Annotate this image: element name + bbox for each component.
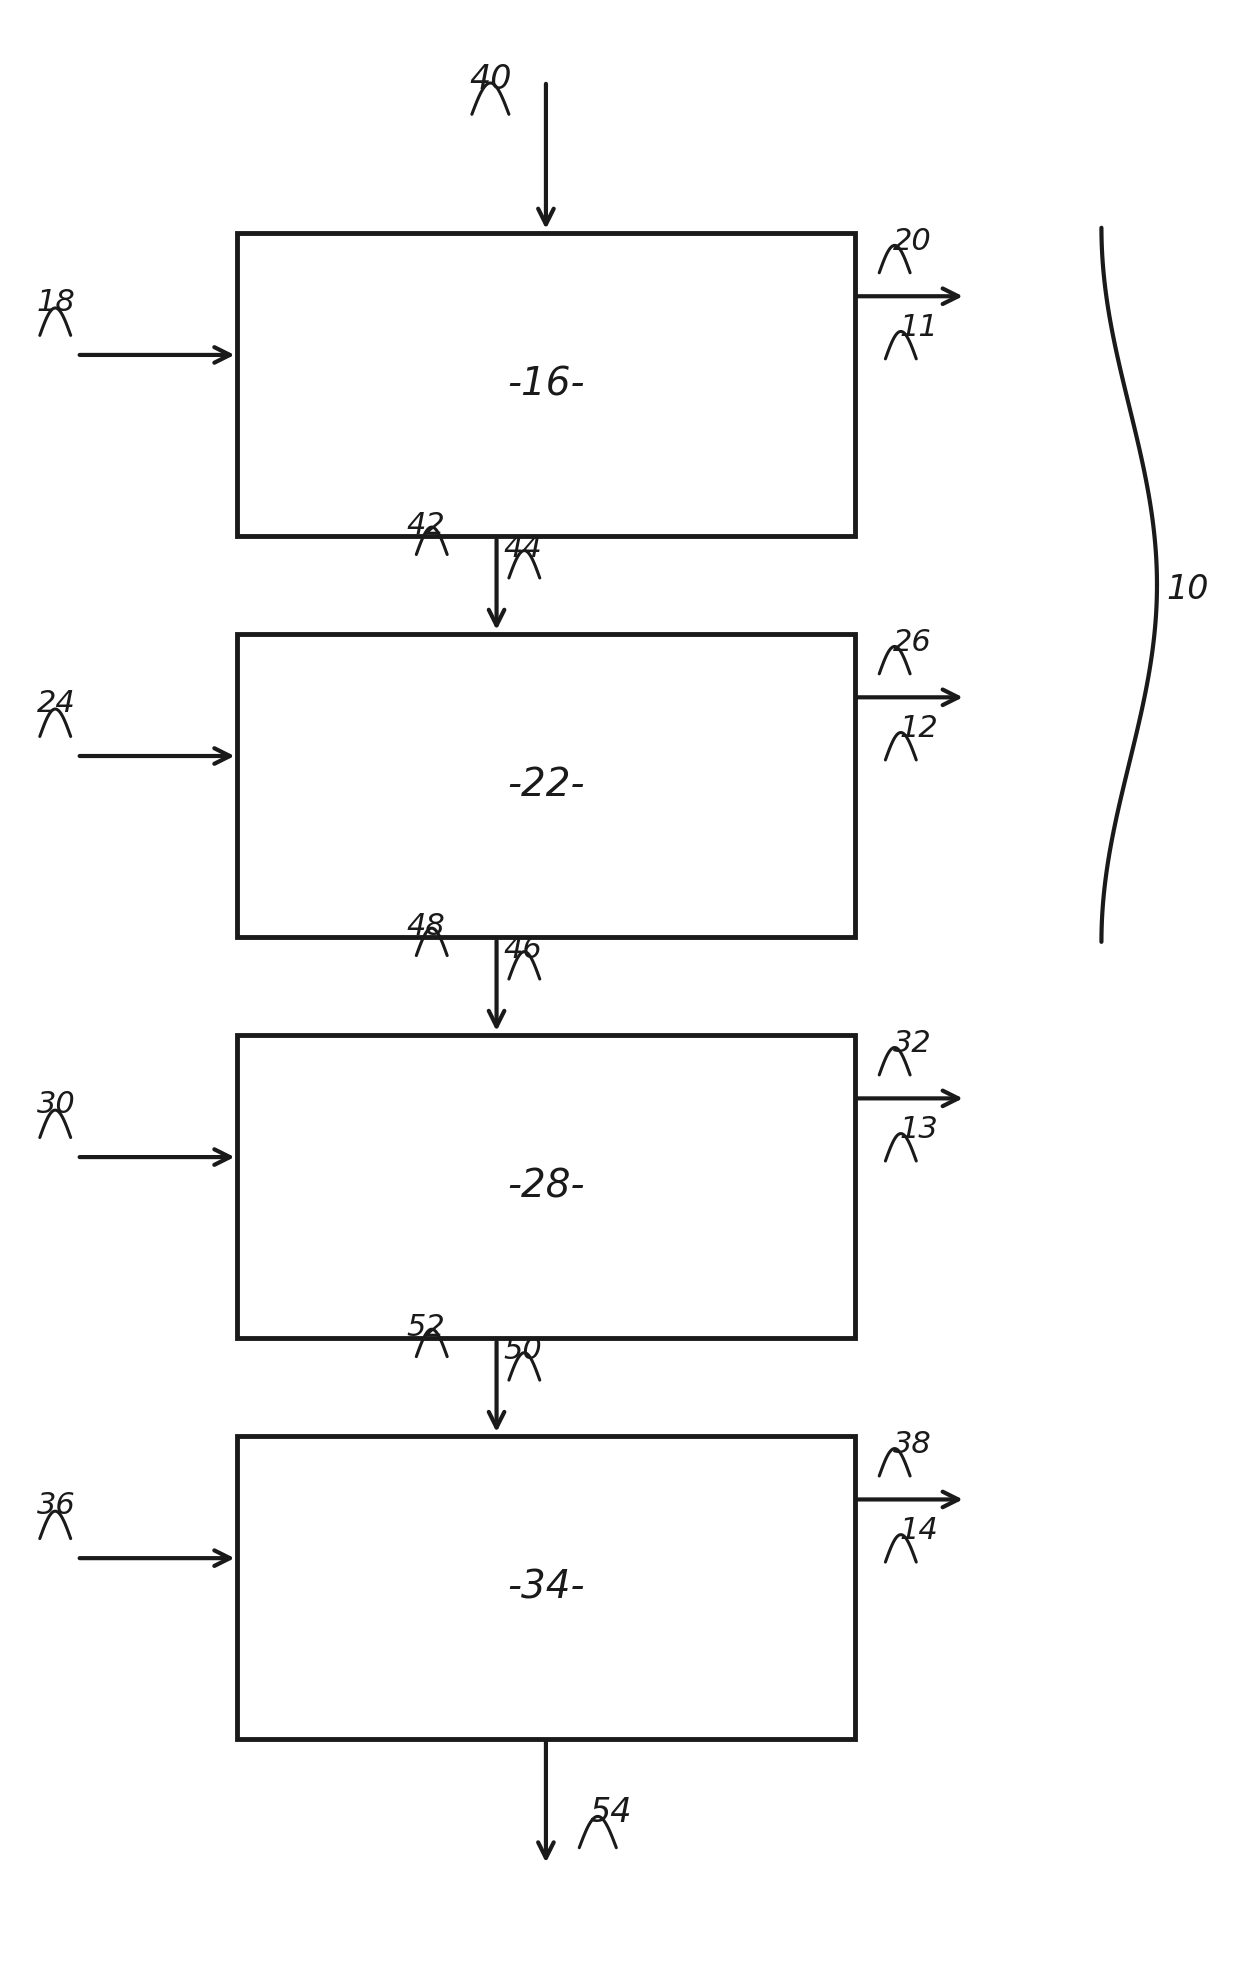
Text: -28-: -28- [507, 1167, 585, 1205]
Text: 46: 46 [503, 936, 542, 963]
Text: 10: 10 [1167, 573, 1209, 606]
Text: 12: 12 [899, 714, 939, 744]
Bar [237, 233, 854, 536]
Bar [237, 634, 854, 938]
Text: 42: 42 [407, 510, 445, 540]
Text: 13: 13 [899, 1114, 939, 1144]
Text: 32: 32 [893, 1030, 932, 1058]
Text: 52: 52 [407, 1313, 445, 1342]
Text: 48: 48 [407, 912, 445, 940]
Text: 40: 40 [469, 63, 512, 96]
Bar [237, 1436, 854, 1738]
Text: 30: 30 [36, 1089, 76, 1118]
Text: 26: 26 [893, 628, 932, 657]
Text: 20: 20 [893, 228, 932, 255]
Text: -22-: -22- [507, 767, 585, 804]
Text: 36: 36 [36, 1491, 76, 1521]
Text: 38: 38 [893, 1430, 932, 1460]
Text: 11: 11 [899, 314, 939, 341]
Bar [237, 1034, 854, 1338]
Text: 14: 14 [899, 1517, 939, 1546]
Text: 50: 50 [503, 1336, 542, 1366]
Text: -34-: -34- [507, 1568, 585, 1607]
Text: 18: 18 [36, 288, 76, 316]
Text: 24: 24 [36, 689, 76, 718]
Text: -16-: -16- [507, 365, 585, 404]
Text: 44: 44 [503, 534, 542, 563]
Text: 54: 54 [589, 1795, 631, 1829]
